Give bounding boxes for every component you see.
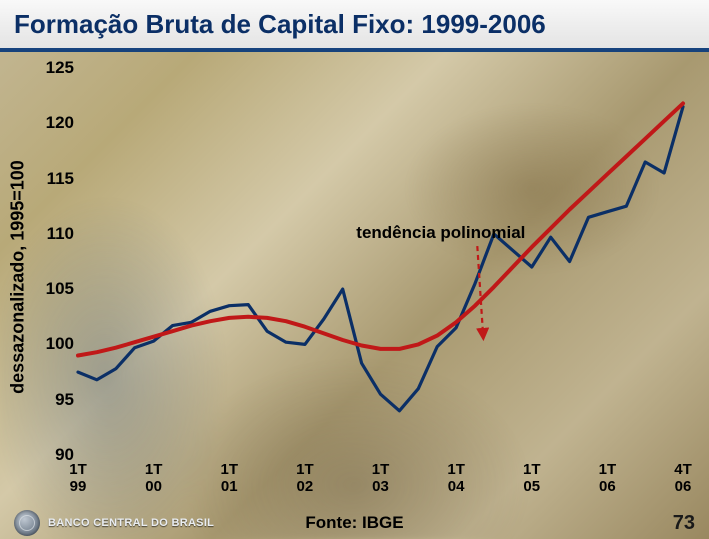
page-number: 73 — [673, 512, 695, 535]
y-tick-label: 105 — [34, 279, 74, 299]
x-tick-label: 1T02 — [287, 462, 323, 495]
x-tick-label: 1T05 — [514, 462, 550, 495]
x-tick-label: 4T06 — [665, 462, 701, 495]
y-tick-label: 110 — [34, 224, 74, 244]
x-tick-label: 1T03 — [363, 462, 399, 495]
slide-header: Formação Bruta de Capital Fixo: 1999-200… — [0, 0, 709, 52]
bcb-logo-text: BANCO CENTRAL DO BRASIL — [48, 517, 214, 529]
bcb-logo-icon — [14, 510, 40, 536]
x-tick-label: 1T00 — [136, 462, 172, 495]
page-title: Formação Bruta de Capital Fixo: 1999-200… — [14, 9, 546, 40]
x-tick-label: 1T01 — [211, 462, 247, 495]
footer: BANCO CENTRAL DO BRASIL Fonte: IBGE 73 — [0, 507, 709, 539]
y-tick-label: 115 — [34, 169, 74, 189]
y-tick-label: 125 — [34, 58, 74, 78]
x-tick-label: 1T04 — [438, 462, 474, 495]
legend-arrow — [78, 68, 683, 455]
y-tick-label: 120 — [34, 113, 74, 133]
x-tick-label: 1T06 — [589, 462, 625, 495]
x-tick-label: 1T99 — [60, 462, 96, 495]
y-axis-label: dessazonalizado, 1995=100 — [8, 160, 29, 394]
y-tick-label: 95 — [34, 390, 74, 410]
plot-region: tendência polinomial 9095100105110115120… — [78, 68, 683, 455]
chart-area: dessazonalizado, 1995=100 tendência poli… — [20, 60, 697, 493]
source-label: Fonte: IBGE — [305, 513, 403, 533]
y-tick-label: 100 — [34, 334, 74, 354]
